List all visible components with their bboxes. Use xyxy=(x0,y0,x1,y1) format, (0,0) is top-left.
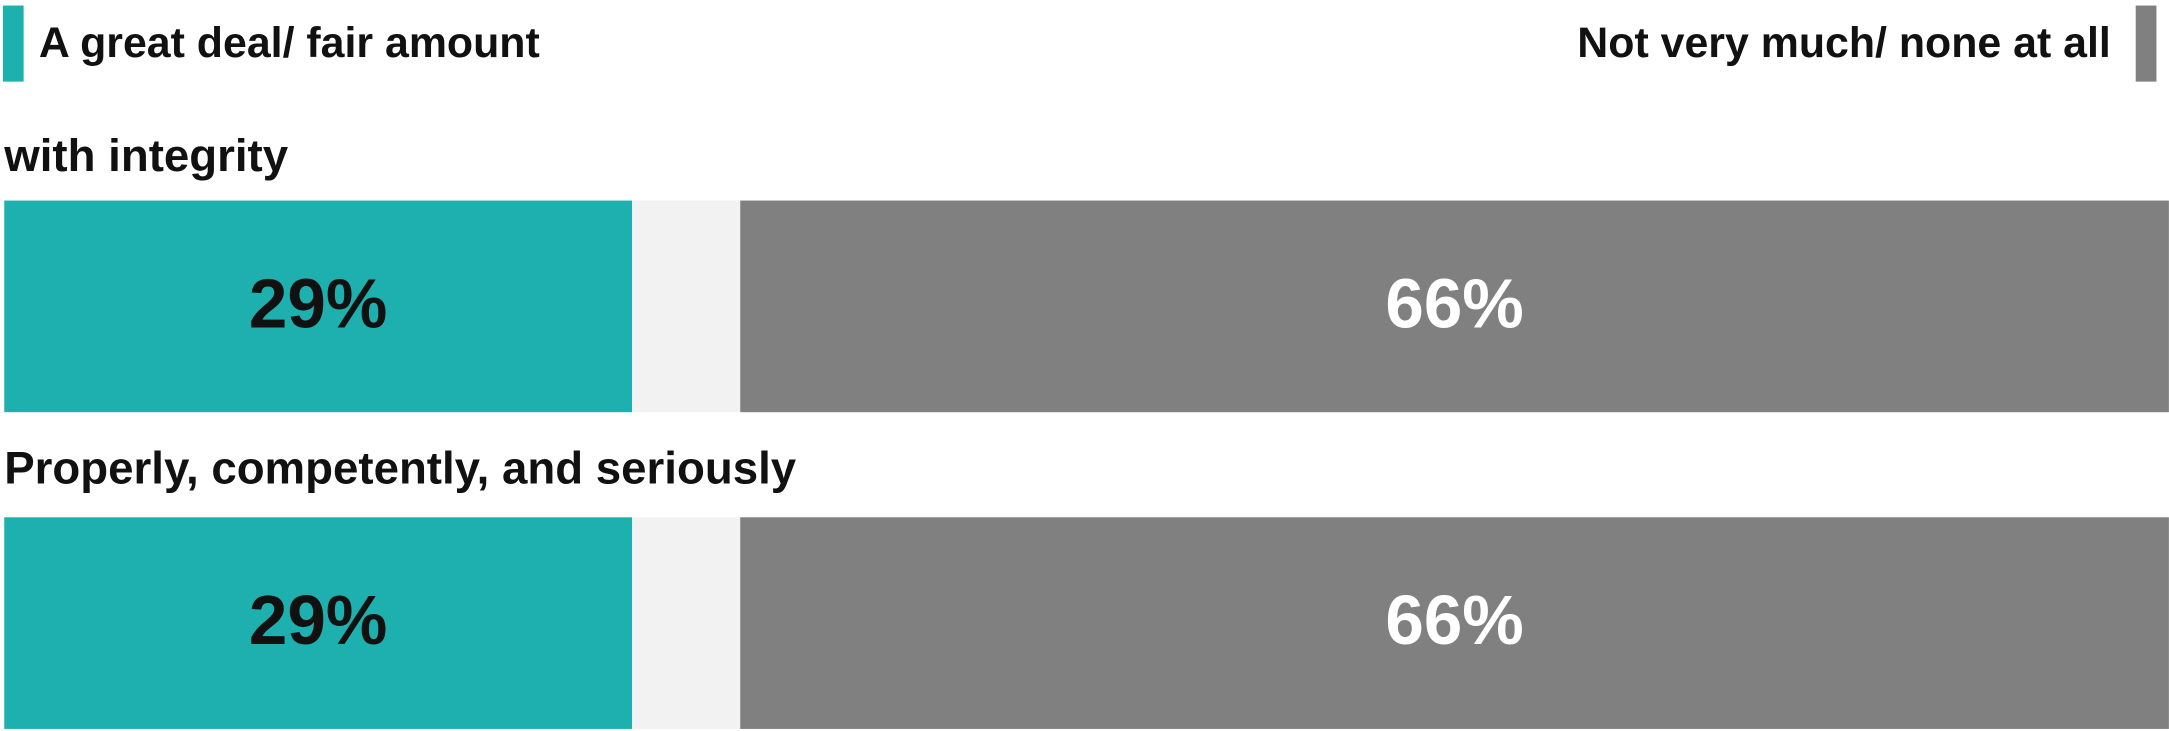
value-label: 29% xyxy=(249,264,387,342)
bar-segment xyxy=(4,517,632,729)
value-label: 66% xyxy=(1385,581,1523,659)
legend-swatch xyxy=(2,5,24,82)
legend-swatch xyxy=(2135,5,2157,82)
category-label: with integrity xyxy=(3,130,289,181)
bar-segment xyxy=(740,517,2169,729)
value-label: 66% xyxy=(1385,264,1523,342)
legend-label: A great deal/ fair amount xyxy=(39,19,540,67)
category-label: Properly, competently, and seriously xyxy=(4,443,797,494)
value-label: 29% xyxy=(249,581,387,659)
bar-segment xyxy=(740,200,2169,413)
legend-label: Not very much/ none at all xyxy=(1577,19,2110,67)
bar-segment xyxy=(4,200,632,413)
